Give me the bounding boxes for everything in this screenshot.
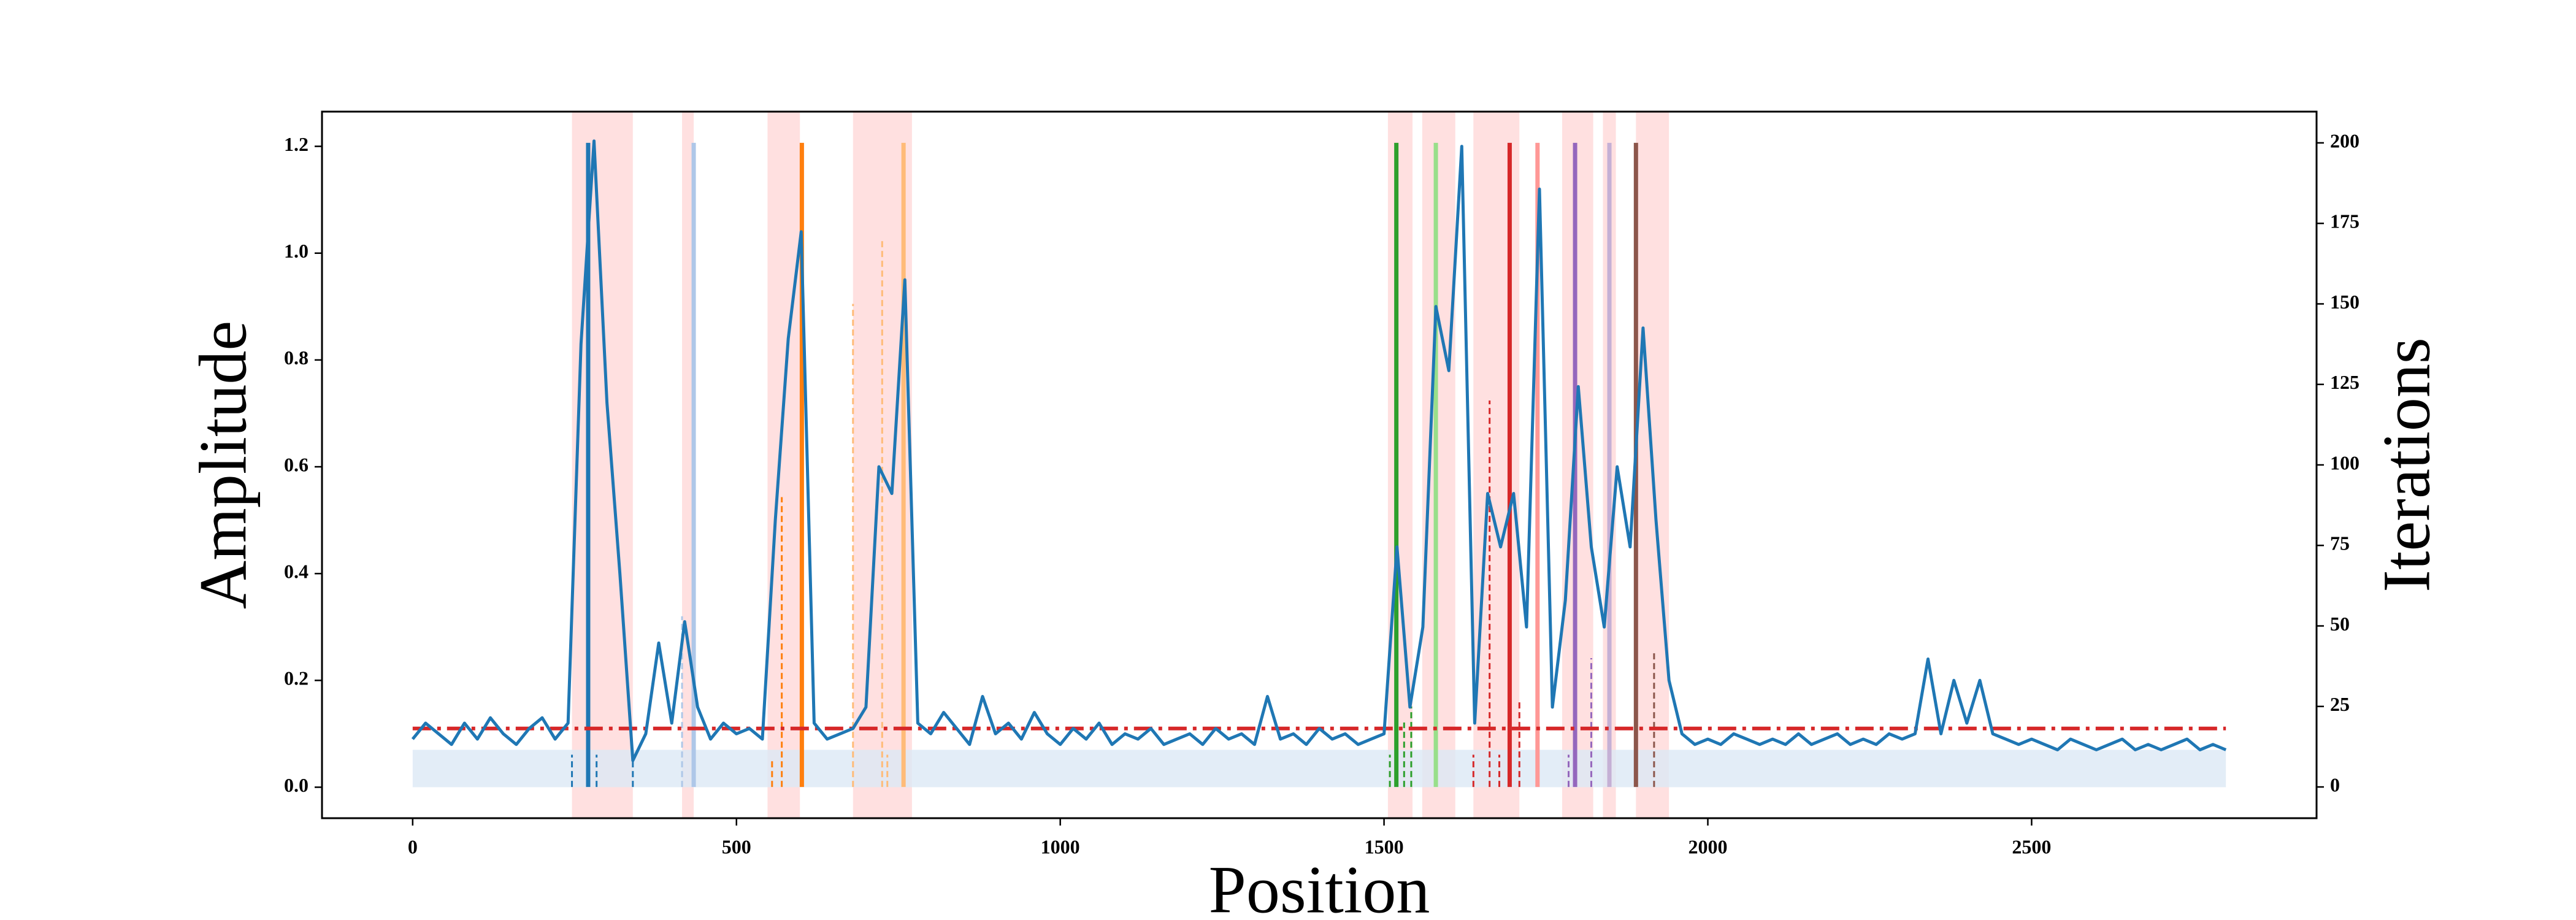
highlight-region [1562, 112, 1593, 818]
highlight-region [572, 112, 633, 818]
x-tick-label: 2500 [2012, 835, 2051, 857]
highlight-region [682, 112, 694, 818]
y-tick-label: 0.2 [284, 667, 309, 689]
x-tick-label: 0 [408, 835, 418, 857]
y2-tick-label: 200 [2330, 129, 2359, 151]
y-tick-label: 0.6 [284, 453, 309, 475]
y2-tick-label: 150 [2330, 291, 2359, 313]
y-tick-label: 1.0 [284, 240, 309, 262]
y2-tick-label: 125 [2330, 371, 2359, 393]
highlight-region [767, 112, 800, 818]
baseline-band [412, 749, 2226, 788]
y2-axis-label: Iterations [2369, 337, 2444, 592]
y2-tick-label: 75 [2330, 532, 2350, 554]
y2-tick-label: 175 [2330, 210, 2359, 232]
y2-tick-label: 100 [2330, 451, 2359, 473]
highlight-region [1473, 112, 1520, 818]
highlight-region [1387, 112, 1413, 818]
signal-line [411, 139, 2227, 762]
y-axis-label: Amplitude [185, 321, 260, 610]
x-tick-label: 1500 [1365, 835, 1404, 857]
y-tick-label: 1.2 [284, 133, 309, 155]
x-axis-label: Position [1209, 852, 1430, 920]
highlight-region [1422, 112, 1455, 818]
x-tick-label: 500 [722, 835, 751, 857]
y-tick-label: 0.4 [284, 561, 309, 583]
y-tick-label: 0.0 [284, 774, 309, 796]
x-tick-label: 1000 [1041, 835, 1080, 857]
y2-tick-label: 25 [2330, 693, 2350, 715]
x-tick-label: 2000 [1689, 835, 1728, 857]
y-tick-label: 0.8 [284, 347, 309, 369]
y2-tick-label: 50 [2330, 613, 2350, 635]
y2-tick-label: 0 [2330, 773, 2340, 795]
